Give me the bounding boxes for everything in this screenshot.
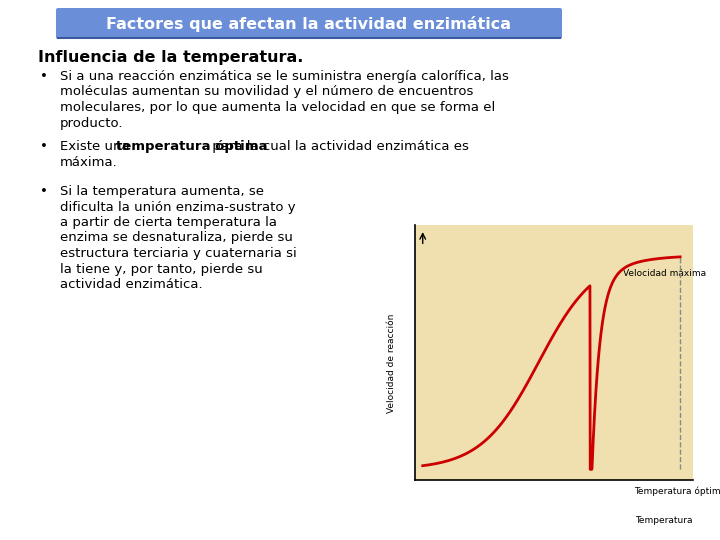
Text: Factores que afectan la actividad enzimática: Factores que afectan la actividad enzimá… [107, 16, 511, 31]
Text: Influencia de la temperatura.: Influencia de la temperatura. [38, 50, 303, 65]
Text: •: • [40, 70, 48, 83]
Text: Existe una: Existe una [60, 140, 134, 153]
Text: moléculas aumentan su movilidad y el número de encuentros: moléculas aumentan su movilidad y el núm… [60, 85, 473, 98]
Text: Si la temperatura aumenta, se: Si la temperatura aumenta, se [60, 185, 264, 198]
Text: máxima.: máxima. [60, 156, 118, 168]
Text: •: • [40, 140, 48, 153]
Text: Velocidad de reacción: Velocidad de reacción [387, 313, 396, 413]
Text: Temperatura: Temperatura [636, 516, 693, 525]
Text: temperatura óptima: temperatura óptima [115, 140, 267, 153]
Text: producto.: producto. [60, 117, 124, 130]
Text: a partir de cierta temperatura la: a partir de cierta temperatura la [60, 216, 277, 229]
Text: dificulta la unión enzima-sustrato y: dificulta la unión enzima-sustrato y [60, 200, 296, 213]
Text: Si a una reacción enzimática se le suministra energía calorífica, las: Si a una reacción enzimática se le sumin… [60, 70, 509, 83]
Text: enzima se desnaturaliza, pierde su: enzima se desnaturaliza, pierde su [60, 232, 293, 245]
Text: estructura terciaria y cuaternaria si: estructura terciaria y cuaternaria si [60, 247, 297, 260]
Text: Velocidad máxima: Velocidad máxima [624, 269, 706, 279]
Text: la tiene y, por tanto, pierde su: la tiene y, por tanto, pierde su [60, 262, 263, 275]
Text: Temperatura óptima: Temperatura óptima [634, 487, 720, 496]
Text: moleculares, por lo que aumenta la velocidad en que se forma el: moleculares, por lo que aumenta la veloc… [60, 101, 495, 114]
FancyBboxPatch shape [56, 8, 562, 39]
Text: para la cual la actividad enzimática es: para la cual la actividad enzimática es [208, 140, 469, 153]
Text: actividad enzimática.: actividad enzimática. [60, 278, 202, 291]
Text: •: • [40, 185, 48, 198]
